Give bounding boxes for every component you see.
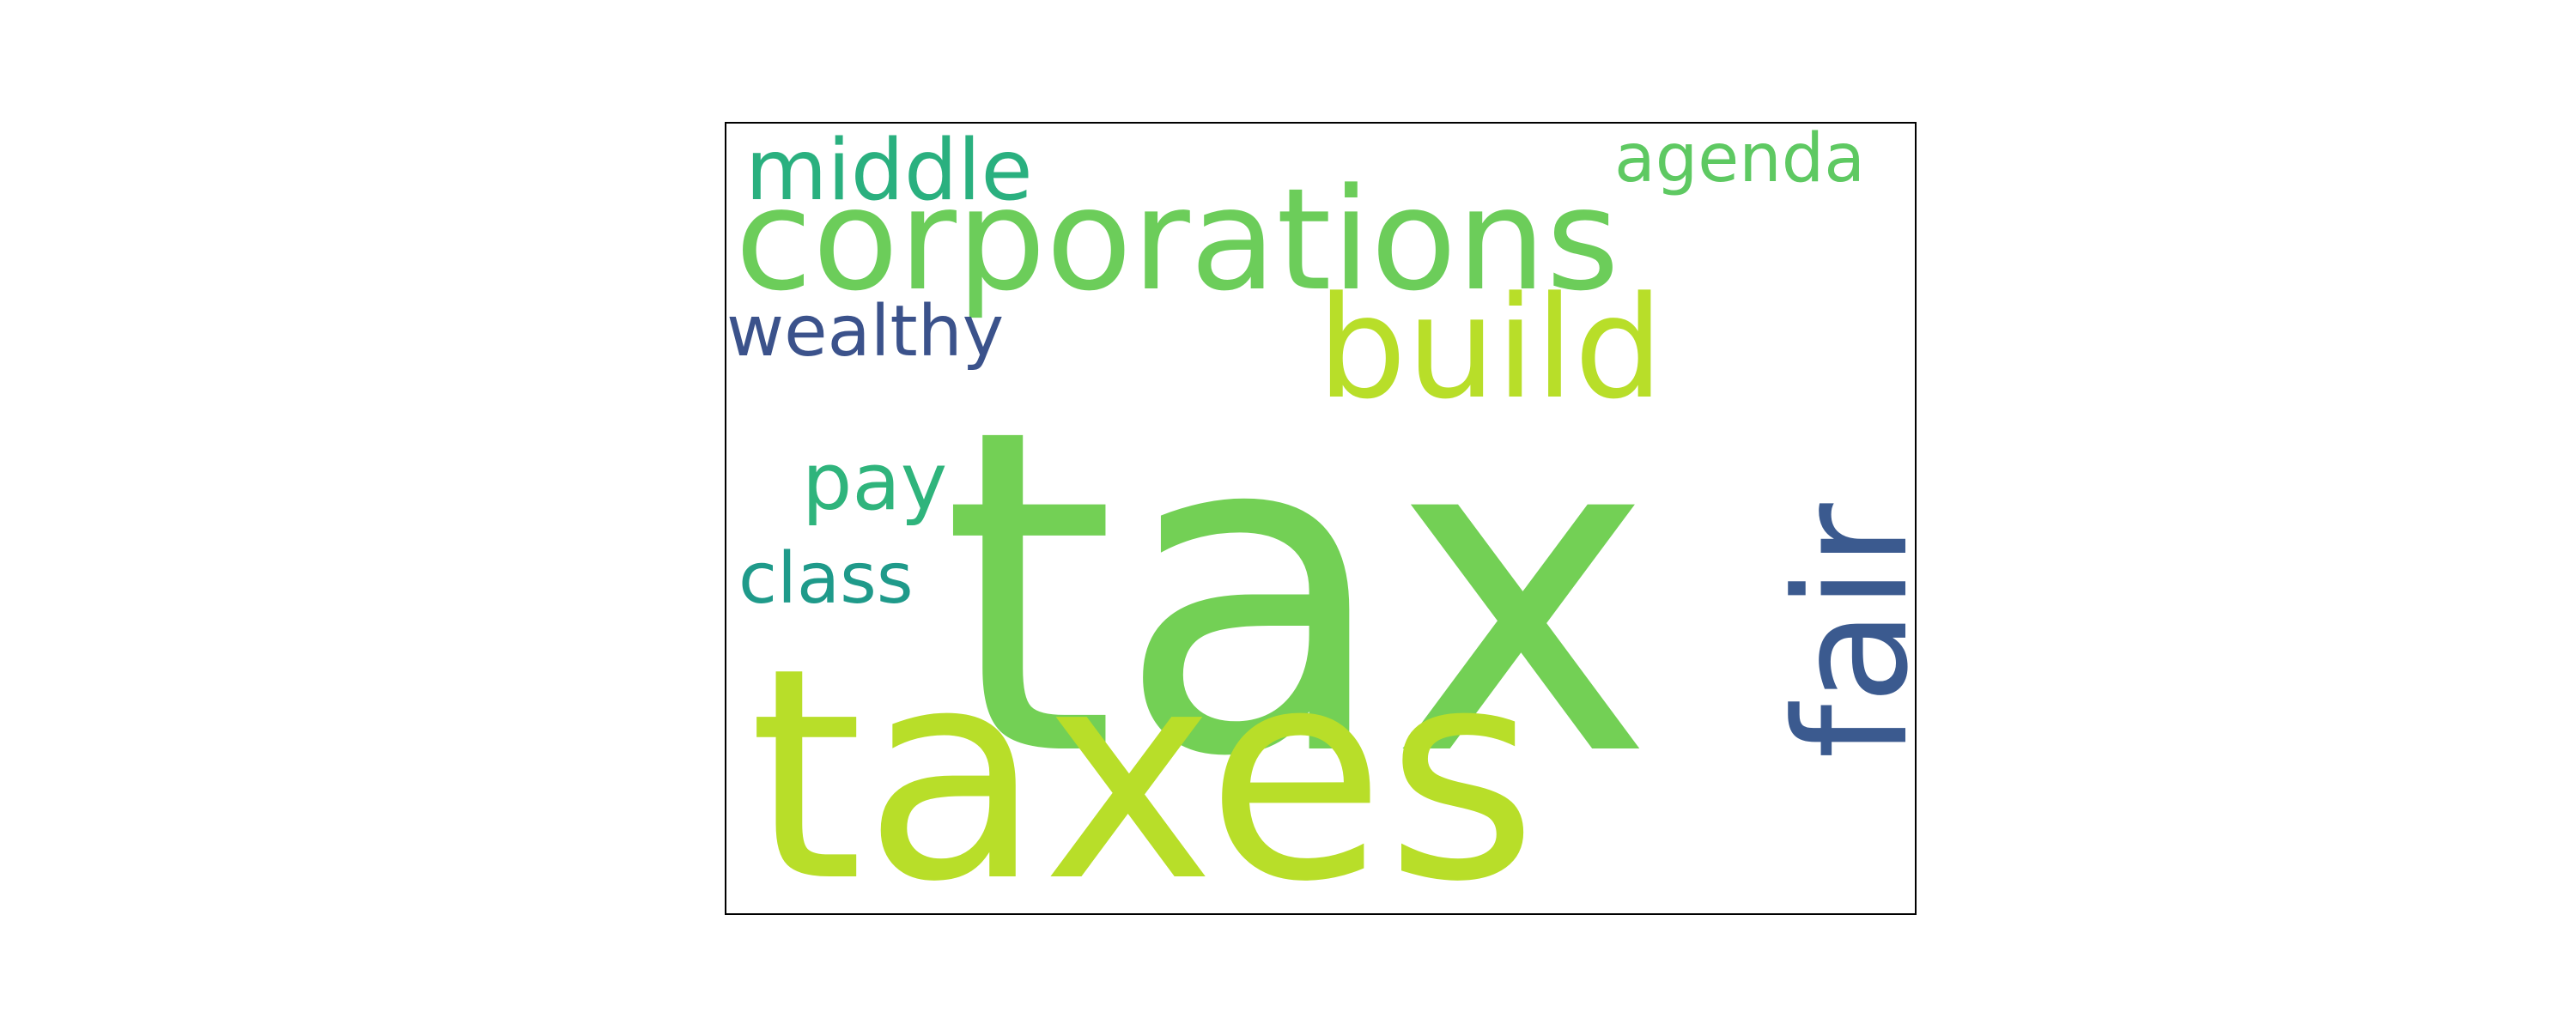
word-corporations: corporations [735,158,1619,322]
word-fair: fair [1763,503,1917,759]
word-taxes: taxes [749,606,1538,915]
word-middle: middle [745,122,1033,220]
word-build: build [1317,266,1664,430]
word-tax: tax [941,334,1655,854]
word-wealthy: wealthy [726,291,1005,373]
word-class: class [738,538,914,620]
word-pay: pay [802,436,948,528]
word-cloud-frame: middle agenda corporations wealthy build… [725,122,1917,915]
word-agenda: agenda [1614,122,1866,197]
